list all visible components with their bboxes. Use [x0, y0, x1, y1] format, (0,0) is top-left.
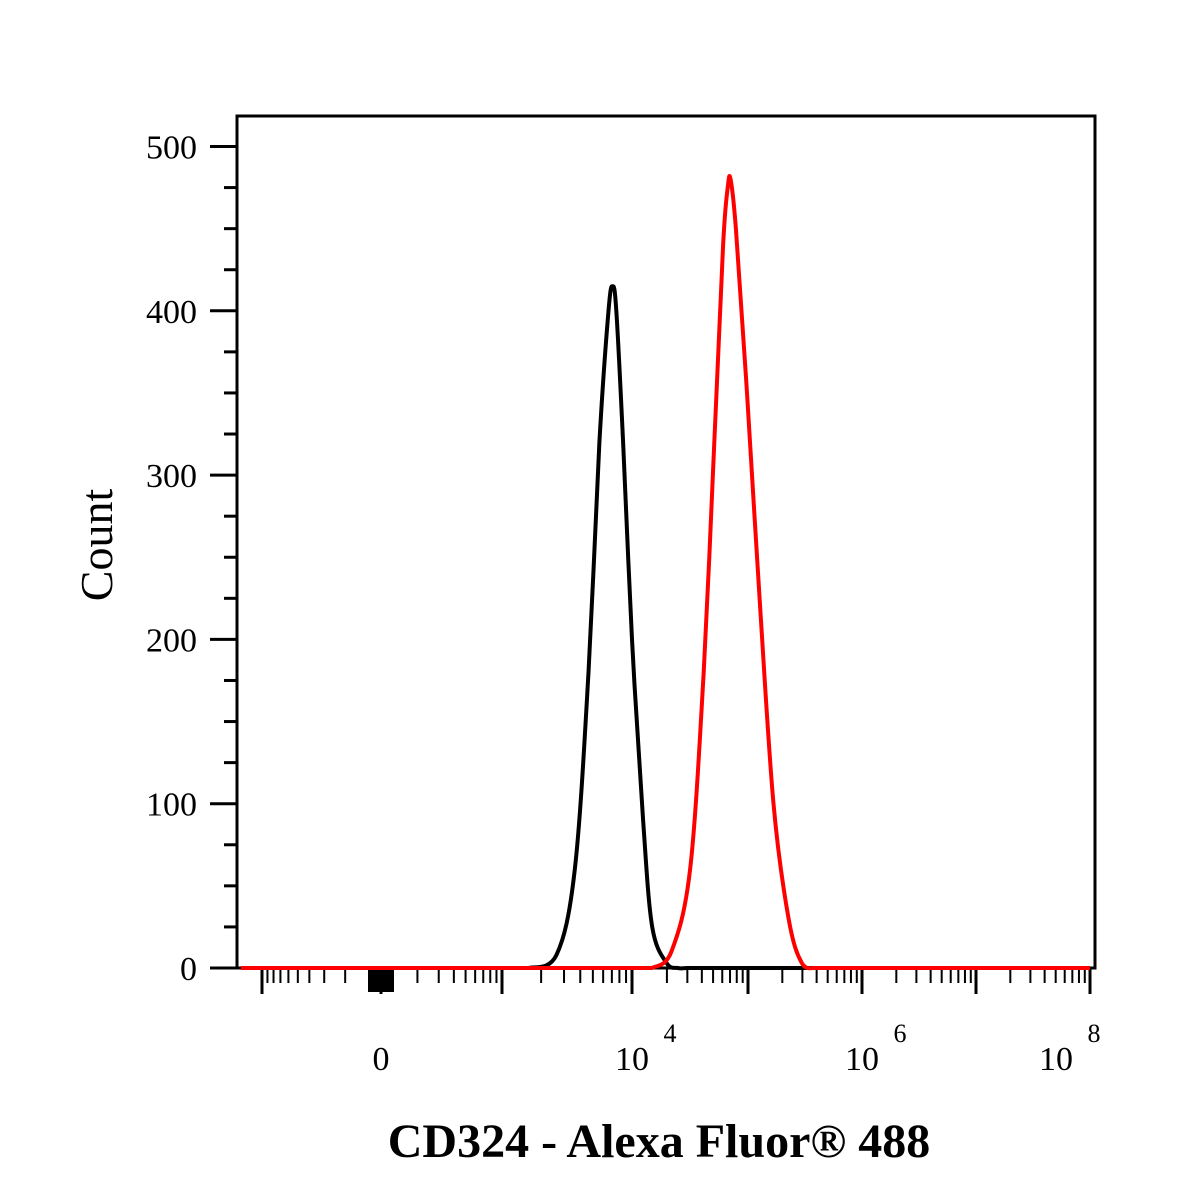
y-tick-label: 400 [146, 294, 197, 331]
x-tick-exponent: 4 [664, 1019, 677, 1048]
x-tick-label: 10 [1039, 1041, 1073, 1078]
plot-frame [235, 114, 1097, 970]
y-tick-label: 100 [146, 787, 197, 824]
x-tick-label: 10 [615, 1041, 649, 1078]
x-axis: 0 10 4 10 6 10 8 [237, 966, 1101, 1078]
x-tick-label: 10 [845, 1041, 879, 1078]
x-tick-label: 0 [373, 1041, 390, 1078]
y-tick-label: 200 [146, 622, 197, 659]
y-tick-label: 300 [146, 458, 197, 495]
series-layer [240, 174, 1090, 971]
y-axis-title: Count [71, 489, 122, 602]
x-axis-title: CD324 - Alexa Fluor® 488 [388, 1115, 930, 1168]
stained-histogram-line [240, 174, 1090, 971]
y-tick-label: 0 [180, 951, 197, 988]
control-histogram-line [240, 284, 1090, 971]
x-tick-exponent: 8 [1088, 1019, 1101, 1048]
x-tick-exponent: 6 [894, 1019, 907, 1048]
y-axis: 0 100 200 300 400 500 [146, 130, 237, 988]
y-tick-label: 500 [146, 130, 197, 167]
